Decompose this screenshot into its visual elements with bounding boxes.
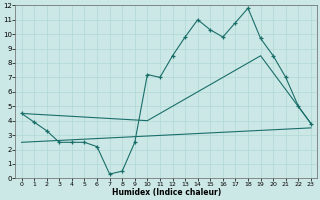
X-axis label: Humidex (Indice chaleur): Humidex (Indice chaleur) [112, 188, 221, 197]
